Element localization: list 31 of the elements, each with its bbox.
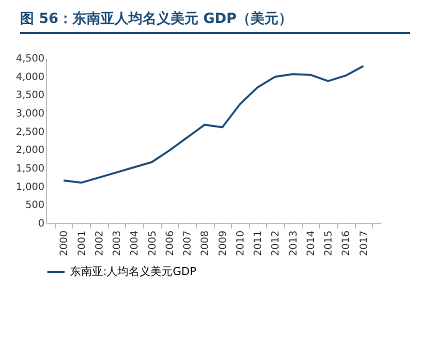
x-tick-label: 2009 [218, 230, 229, 256]
x-tick-label: 2008 [200, 230, 212, 256]
y-tick-label: 2,500 [16, 126, 44, 138]
y-tick-label: 4,500 [16, 54, 44, 64]
y-tick-label: 0 [38, 218, 44, 230]
y-tick-label: 2,000 [16, 145, 44, 156]
chart-title: 图 56：东南亚人均名义美元 GDP（美元） [20, 10, 410, 34]
y-tick-label: 1,000 [16, 182, 44, 193]
x-tick-label: 2015 [324, 230, 335, 256]
y-tick-label: 1,500 [16, 164, 44, 174]
x-tick-label: 2012 [270, 230, 282, 256]
legend-label: 东南亚:人均名义美元GDP [70, 265, 197, 278]
x-tick-label: 2013 [288, 230, 300, 256]
x-tick-label: 2016 [341, 230, 352, 256]
y-tick-label: 3,500 [16, 90, 44, 102]
x-tick-label: 2001 [76, 230, 88, 256]
x-tick-label: 2002 [94, 230, 106, 256]
x-tick-label: 2005 [147, 230, 158, 256]
x-tick-label: 2010 [235, 230, 246, 256]
line-series [62, 65, 364, 184]
x-tick-label: 2006 [164, 230, 176, 256]
x-tick-label: 2017 [358, 230, 370, 256]
y-tick-label: 4,000 [16, 72, 44, 83]
x-tick-label: 2011 [253, 230, 264, 256]
x-tick-label: 2004 [130, 230, 141, 256]
x-tick-label: 2014 [306, 230, 317, 256]
x-tick-label: 2000 [59, 230, 70, 256]
x-tick-label: 2003 [112, 230, 124, 256]
y-tick-label: 500 [25, 200, 44, 212]
x-tick-label: 2007 [182, 230, 194, 256]
y-tick-label: 3,000 [16, 108, 44, 120]
